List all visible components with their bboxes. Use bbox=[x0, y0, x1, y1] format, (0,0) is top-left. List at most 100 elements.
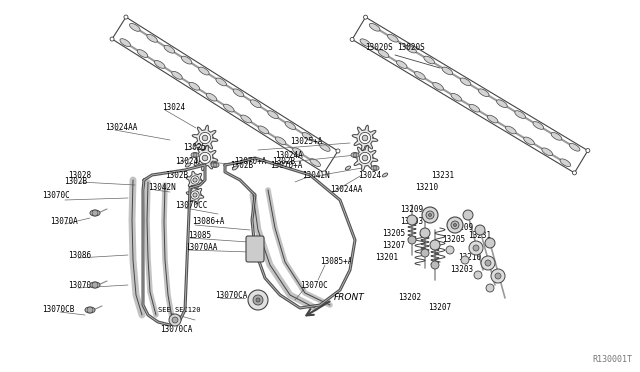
Ellipse shape bbox=[232, 166, 237, 170]
Circle shape bbox=[110, 37, 114, 41]
Circle shape bbox=[193, 153, 197, 157]
Text: 13070C: 13070C bbox=[42, 192, 70, 201]
Circle shape bbox=[495, 273, 501, 279]
Circle shape bbox=[92, 282, 98, 288]
Circle shape bbox=[486, 284, 494, 292]
Ellipse shape bbox=[268, 111, 278, 119]
Ellipse shape bbox=[223, 104, 234, 112]
Ellipse shape bbox=[369, 23, 380, 31]
Ellipse shape bbox=[233, 89, 244, 97]
Circle shape bbox=[491, 269, 505, 283]
Text: 13205: 13205 bbox=[382, 230, 405, 238]
Ellipse shape bbox=[346, 166, 351, 170]
Ellipse shape bbox=[310, 159, 321, 167]
Ellipse shape bbox=[258, 126, 269, 134]
Ellipse shape bbox=[382, 173, 388, 177]
Ellipse shape bbox=[487, 115, 498, 123]
Text: 13085: 13085 bbox=[188, 231, 211, 241]
Ellipse shape bbox=[387, 34, 398, 42]
Circle shape bbox=[200, 132, 211, 144]
Text: 13028: 13028 bbox=[68, 170, 91, 180]
Ellipse shape bbox=[90, 210, 100, 216]
Polygon shape bbox=[186, 171, 204, 189]
Polygon shape bbox=[192, 125, 218, 151]
Circle shape bbox=[485, 260, 491, 266]
Text: 13209: 13209 bbox=[450, 224, 473, 232]
Circle shape bbox=[422, 207, 438, 223]
Circle shape bbox=[256, 298, 260, 302]
Ellipse shape bbox=[250, 100, 261, 108]
Text: 13024: 13024 bbox=[162, 103, 185, 112]
Circle shape bbox=[431, 261, 439, 269]
Text: 13020S: 13020S bbox=[365, 44, 393, 52]
Circle shape bbox=[421, 249, 429, 257]
Text: SEE SEC120: SEE SEC120 bbox=[158, 307, 200, 313]
Circle shape bbox=[463, 210, 473, 220]
Circle shape bbox=[364, 15, 367, 19]
Ellipse shape bbox=[154, 61, 165, 68]
Ellipse shape bbox=[285, 122, 296, 129]
Circle shape bbox=[191, 191, 199, 199]
Circle shape bbox=[430, 240, 440, 250]
Ellipse shape bbox=[189, 82, 200, 90]
Ellipse shape bbox=[137, 49, 148, 57]
Text: 13024AA: 13024AA bbox=[330, 186, 362, 195]
Circle shape bbox=[446, 246, 454, 254]
Ellipse shape bbox=[181, 56, 192, 64]
Ellipse shape bbox=[191, 153, 199, 157]
Circle shape bbox=[373, 166, 377, 170]
Circle shape bbox=[362, 135, 368, 141]
Ellipse shape bbox=[164, 45, 175, 53]
Ellipse shape bbox=[433, 83, 444, 90]
Ellipse shape bbox=[129, 23, 140, 31]
Text: 13020S: 13020S bbox=[397, 43, 425, 52]
Circle shape bbox=[87, 307, 93, 313]
Ellipse shape bbox=[533, 122, 543, 129]
Circle shape bbox=[200, 153, 211, 164]
Text: R130001T: R130001T bbox=[592, 355, 632, 364]
Circle shape bbox=[193, 178, 197, 182]
Ellipse shape bbox=[396, 61, 407, 68]
Text: 13070CA: 13070CA bbox=[160, 326, 193, 334]
Circle shape bbox=[572, 171, 577, 175]
Text: 13207: 13207 bbox=[428, 304, 451, 312]
Text: FRONT: FRONT bbox=[334, 292, 365, 301]
Circle shape bbox=[124, 15, 128, 19]
Ellipse shape bbox=[206, 93, 217, 101]
Circle shape bbox=[213, 163, 217, 167]
Text: 13070+A: 13070+A bbox=[234, 157, 266, 167]
Ellipse shape bbox=[451, 93, 461, 101]
Circle shape bbox=[193, 193, 197, 197]
Text: 13231: 13231 bbox=[431, 170, 454, 180]
Text: 1302B: 1302B bbox=[165, 170, 188, 180]
Text: 13086: 13086 bbox=[68, 250, 91, 260]
Ellipse shape bbox=[147, 34, 157, 42]
Circle shape bbox=[429, 214, 431, 217]
Circle shape bbox=[485, 238, 495, 248]
Circle shape bbox=[586, 148, 590, 153]
Ellipse shape bbox=[211, 163, 219, 167]
Ellipse shape bbox=[85, 307, 95, 313]
Ellipse shape bbox=[497, 100, 508, 108]
Circle shape bbox=[353, 153, 357, 157]
Ellipse shape bbox=[570, 144, 580, 151]
Circle shape bbox=[322, 171, 326, 175]
Text: 13024AA: 13024AA bbox=[105, 124, 138, 132]
Text: 13207: 13207 bbox=[382, 241, 405, 250]
Circle shape bbox=[172, 317, 178, 323]
Text: 13070C: 13070C bbox=[300, 280, 328, 289]
Ellipse shape bbox=[241, 115, 252, 123]
Circle shape bbox=[202, 135, 208, 141]
Text: 1302B: 1302B bbox=[230, 160, 253, 170]
Ellipse shape bbox=[302, 132, 313, 140]
Circle shape bbox=[362, 155, 368, 161]
Text: 1302B: 1302B bbox=[272, 157, 295, 167]
Circle shape bbox=[473, 245, 479, 251]
Ellipse shape bbox=[198, 67, 209, 75]
Circle shape bbox=[461, 256, 469, 264]
Text: 13024A: 13024A bbox=[275, 151, 303, 160]
Circle shape bbox=[407, 215, 417, 225]
Ellipse shape bbox=[90, 282, 100, 288]
Text: 13070+A: 13070+A bbox=[270, 160, 302, 170]
Text: 13086+A: 13086+A bbox=[192, 218, 225, 227]
